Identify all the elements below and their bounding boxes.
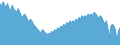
plot-area — [0, 2, 120, 45]
line — [0, 2, 120, 42]
chart-container — [0, 0, 120, 45]
chart-svg — [0, 0, 120, 45]
area-fill — [0, 2, 120, 45]
